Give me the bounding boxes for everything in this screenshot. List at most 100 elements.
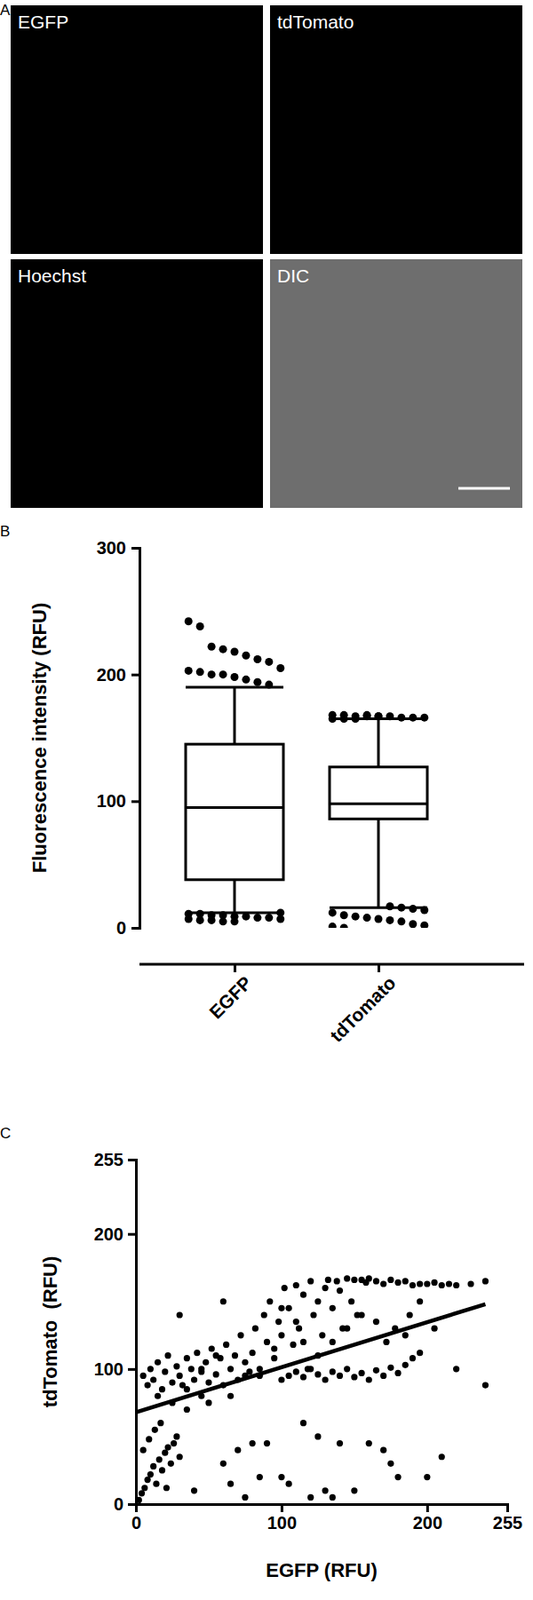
point xyxy=(270,1355,278,1362)
point xyxy=(380,1447,387,1455)
point xyxy=(205,1400,212,1407)
y-tick: 100 xyxy=(96,791,140,812)
outlier xyxy=(241,676,250,685)
outlier xyxy=(184,667,193,676)
point xyxy=(336,1373,343,1380)
box xyxy=(329,767,428,820)
point xyxy=(293,1368,300,1376)
y-tick-label: 200 xyxy=(94,1225,124,1245)
point xyxy=(482,1383,489,1390)
point xyxy=(170,1440,177,1448)
point xyxy=(402,1278,409,1285)
point xyxy=(202,1360,209,1367)
outlier xyxy=(363,914,372,923)
point xyxy=(278,1376,285,1384)
point xyxy=(227,1393,234,1401)
point xyxy=(193,1350,200,1357)
point xyxy=(135,1497,143,1504)
y-tick-mark xyxy=(131,927,140,931)
point xyxy=(241,1495,248,1502)
outlier xyxy=(363,711,372,720)
outlier xyxy=(264,681,273,690)
point xyxy=(249,1350,256,1357)
outlier xyxy=(385,916,394,925)
outlier xyxy=(385,902,394,911)
point xyxy=(365,1440,373,1448)
point xyxy=(307,1278,314,1285)
point xyxy=(318,1332,326,1339)
point xyxy=(329,1339,336,1346)
point xyxy=(387,1461,394,1468)
outlier xyxy=(328,715,337,724)
point xyxy=(208,1345,215,1353)
point xyxy=(261,1312,268,1319)
point xyxy=(141,1485,148,1492)
point xyxy=(188,1366,195,1373)
outlier xyxy=(219,645,228,654)
point xyxy=(249,1440,256,1448)
outlier xyxy=(420,922,429,929)
x-axis-title: EGFP (RFU) xyxy=(265,1559,377,1583)
image-label: EGFP xyxy=(17,11,69,32)
y-tick: 200 xyxy=(94,1225,136,1245)
point xyxy=(270,1345,278,1353)
outlier xyxy=(207,916,216,925)
point xyxy=(350,1277,358,1284)
outlier xyxy=(253,655,262,664)
outlier xyxy=(397,917,406,926)
y-tick-mark xyxy=(127,1503,136,1507)
point xyxy=(154,1360,161,1367)
fit-line xyxy=(135,1304,486,1414)
point xyxy=(252,1326,259,1333)
outlier xyxy=(276,915,285,924)
point xyxy=(198,1366,205,1373)
point xyxy=(176,1373,183,1380)
outlier xyxy=(264,914,273,923)
outlier xyxy=(253,678,262,687)
point xyxy=(467,1280,474,1288)
y-axis: 0100200300 xyxy=(96,538,141,939)
point xyxy=(281,1285,288,1292)
point xyxy=(453,1366,460,1373)
y-tick-label: 0 xyxy=(113,1495,124,1515)
point xyxy=(394,1280,401,1287)
box-group xyxy=(184,617,286,926)
outlier xyxy=(340,715,349,724)
point xyxy=(241,1360,248,1367)
point xyxy=(275,1319,282,1326)
point xyxy=(278,1332,285,1339)
image-panel xyxy=(270,5,523,255)
x-tick-mark xyxy=(377,964,381,973)
point xyxy=(161,1368,168,1376)
point xyxy=(402,1362,409,1369)
outlier xyxy=(351,913,360,922)
outlier xyxy=(397,904,406,913)
point xyxy=(380,1280,387,1288)
outlier xyxy=(351,715,360,724)
outlier xyxy=(241,652,250,661)
outlier xyxy=(374,712,383,721)
outlier xyxy=(207,643,216,652)
x-tick-label: tdTomato xyxy=(326,972,400,1047)
outlier xyxy=(196,622,205,631)
point xyxy=(286,1373,293,1380)
point xyxy=(150,1463,157,1471)
point xyxy=(406,1312,414,1319)
y-axis-title: tdTomato (RFU) xyxy=(39,1256,62,1409)
point xyxy=(289,1342,296,1349)
point xyxy=(321,1285,328,1292)
point xyxy=(220,1461,227,1468)
point xyxy=(183,1355,191,1362)
point xyxy=(164,1444,171,1451)
outlier xyxy=(219,670,228,679)
y-tick: 0 xyxy=(116,918,140,939)
point xyxy=(183,1407,191,1414)
x-axis: EGFPtdTomato xyxy=(205,964,400,1047)
point xyxy=(343,1326,351,1333)
outlier xyxy=(230,647,239,656)
point xyxy=(373,1278,380,1285)
point xyxy=(159,1386,166,1393)
x-tick-mark xyxy=(426,1504,430,1513)
point xyxy=(190,1376,198,1384)
y-tick-label: 300 xyxy=(96,538,127,558)
